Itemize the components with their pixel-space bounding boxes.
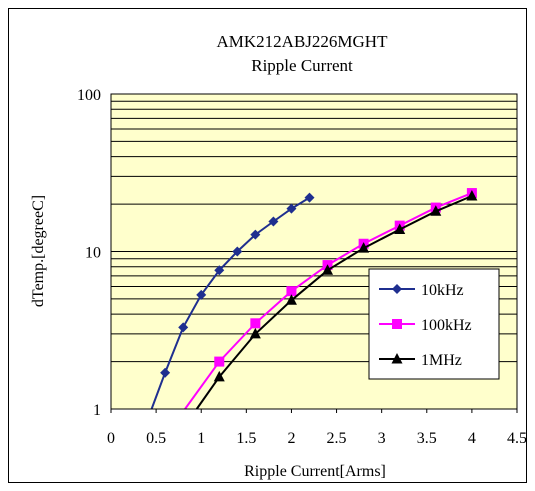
data-point bbox=[322, 264, 334, 275]
series-line bbox=[150, 196, 311, 410]
data-point bbox=[394, 223, 406, 234]
x-tick-label: 1.5 bbox=[236, 430, 256, 447]
x-tick-label: 3.5 bbox=[417, 430, 437, 447]
data-point bbox=[358, 242, 370, 253]
data-point bbox=[214, 356, 225, 367]
x-tick-label: 4.5 bbox=[507, 430, 527, 447]
data-point bbox=[392, 284, 402, 294]
y-axis-label: dTemp.[degreeC] bbox=[30, 195, 47, 307]
x-tick-label: 0 bbox=[107, 430, 115, 447]
chart-title: AMK212ABJ226MGHT bbox=[217, 32, 389, 51]
legend: 10kHz 100kHz 1MHz bbox=[368, 268, 500, 380]
y-tick-label: 1 bbox=[93, 402, 101, 419]
legend-item-10kHz: 10kHz bbox=[379, 282, 464, 299]
data-point bbox=[430, 205, 442, 216]
data-point bbox=[250, 229, 261, 240]
legend-item-100kHz: 100kHz bbox=[379, 317, 472, 334]
x-tick-label: 1 bbox=[197, 430, 205, 447]
data-point bbox=[213, 370, 225, 382]
data-point bbox=[160, 367, 171, 378]
legend-label: 10kHz bbox=[421, 282, 464, 299]
x-tick-label: 3 bbox=[378, 430, 386, 447]
data-point bbox=[286, 203, 297, 214]
x-tick-label: 2 bbox=[287, 430, 295, 447]
x-tick-label: 0.5 bbox=[146, 430, 166, 447]
plot-border bbox=[110, 93, 518, 410]
legend-label: 1MHz bbox=[421, 352, 462, 369]
data-point bbox=[392, 319, 402, 329]
data-point bbox=[391, 353, 403, 364]
y-tick-label: 100 bbox=[77, 87, 101, 104]
legend-item-1MHz: 1MHz bbox=[379, 352, 462, 369]
series-10kHz bbox=[150, 192, 315, 410]
data-point bbox=[286, 286, 297, 297]
x-tick-label: 4 bbox=[468, 430, 476, 447]
data-point bbox=[178, 322, 189, 333]
legend-label: 100kHz bbox=[421, 317, 472, 334]
y-tick-label: 10 bbox=[85, 245, 101, 262]
data-point bbox=[249, 327, 261, 339]
data-point bbox=[268, 216, 279, 227]
data-point bbox=[214, 265, 225, 276]
data-point bbox=[304, 192, 315, 203]
x-axis-label: Ripple Current[Arms] bbox=[244, 463, 386, 480]
chart-subtitle: Ripple Current bbox=[251, 56, 353, 75]
data-point bbox=[232, 246, 243, 257]
data-point bbox=[466, 190, 478, 201]
data-point bbox=[196, 289, 207, 300]
series-1MHz bbox=[195, 190, 478, 410]
data-point bbox=[285, 294, 297, 305]
x-tick-label: 2.5 bbox=[327, 430, 347, 447]
data-point bbox=[250, 318, 261, 329]
